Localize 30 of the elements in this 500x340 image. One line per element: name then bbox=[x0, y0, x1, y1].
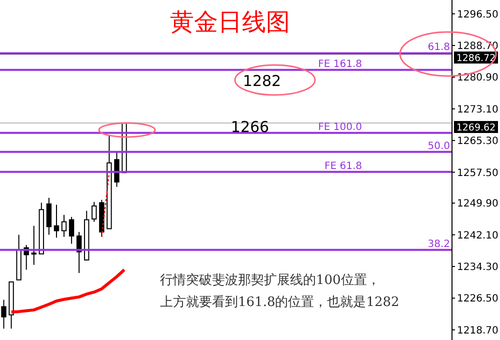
annotation: 50.0 bbox=[428, 140, 450, 152]
candlestick bbox=[68, 216, 74, 244]
y-tick-label: 1280.90 bbox=[457, 72, 498, 84]
ref-line-label: 1269.62 bbox=[456, 122, 496, 134]
candlestick bbox=[92, 201, 97, 222]
annotation: 上方就要看到161.8的位置，也就是1282 bbox=[160, 294, 400, 310]
candlestick bbox=[114, 151, 120, 188]
chart-title: 黄金日线图 bbox=[170, 8, 290, 36]
candlestick bbox=[61, 214, 67, 238]
annotation: 1282 bbox=[242, 72, 282, 90]
ref-line-label: FE 100.0 bbox=[318, 122, 362, 133]
y-tick-label: 1249.90 bbox=[457, 198, 498, 210]
candlestick bbox=[31, 225, 36, 266]
annotation: 38.2 bbox=[428, 238, 450, 250]
ref-line-label: FE 161.8 bbox=[318, 58, 362, 70]
y-tick-label: 1273.10 bbox=[457, 104, 498, 116]
y-tick-label: 1257.50 bbox=[457, 168, 498, 179]
annotation: 61.8 bbox=[428, 42, 450, 54]
y-tick-label: 1296.50 bbox=[457, 9, 498, 20]
y-tick-label: 1218.70 bbox=[457, 325, 498, 336]
annotation: 1266 bbox=[230, 118, 270, 136]
candlestick bbox=[46, 197, 52, 236]
y-tick-label: 1234.30 bbox=[457, 262, 498, 274]
candlestick bbox=[1, 299, 6, 330]
ref-line-label: FE 61.8 bbox=[324, 160, 362, 172]
candlestick bbox=[54, 204, 60, 238]
y-tick-label: 1242.10 bbox=[457, 230, 498, 242]
y-tick-label: 1226.50 bbox=[457, 294, 498, 305]
annotation: 行情突破斐波那契扩展线的100位置， bbox=[160, 273, 380, 288]
y-tick-label: 1265.30 bbox=[457, 136, 498, 148]
